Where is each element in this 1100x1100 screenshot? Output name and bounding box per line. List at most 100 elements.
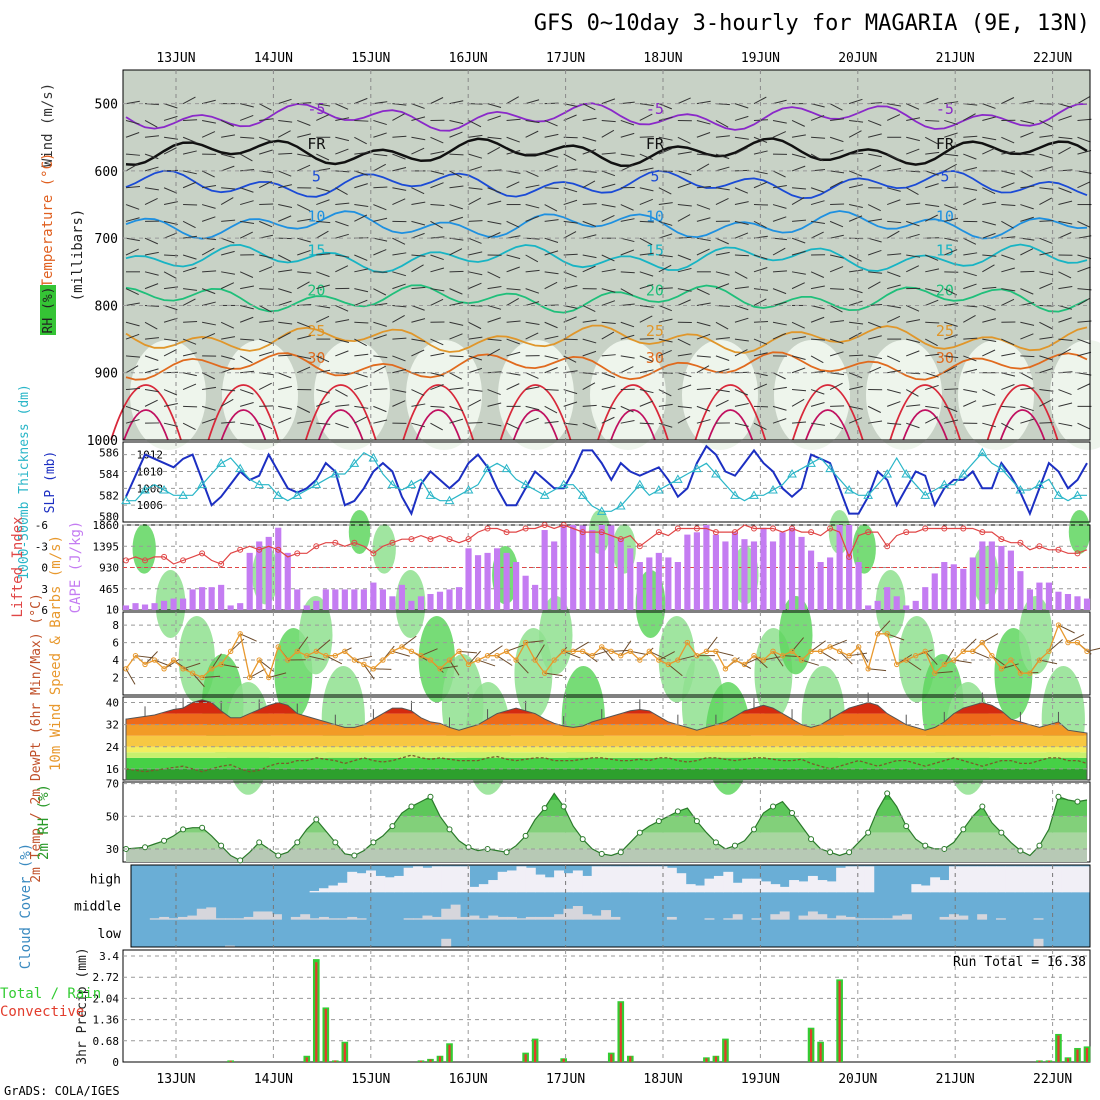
wind-barb [544, 237, 559, 243]
wind-barb-10m [373, 668, 392, 670]
cape-bar [1017, 571, 1024, 610]
wind-barb [925, 384, 939, 391]
wind-point [151, 657, 158, 663]
rh-point [389, 823, 396, 830]
cloud-cell-middle [516, 918, 527, 920]
wind-barb-10m [953, 659, 972, 664]
wind-barb [163, 220, 178, 226]
wind-barb [639, 369, 654, 374]
wind-barb [201, 405, 216, 411]
wind-barb [1020, 119, 1035, 125]
wind-barb [772, 386, 787, 391]
wind-barb [810, 200, 825, 206]
precip-conv-bar [1047, 1060, 1051, 1062]
wind-tick: 2 [112, 672, 119, 685]
wind-barb [1039, 355, 1053, 361]
wind-barb [163, 103, 178, 109]
wind-barb [982, 349, 996, 357]
cloud-cell-high [1052, 866, 1063, 893]
wind-barb [240, 285, 255, 290]
wind-barb [354, 204, 369, 207]
wind-barb [601, 372, 616, 378]
wind-barb-10m [820, 650, 837, 662]
wind-barb [601, 405, 616, 410]
cape-bar [731, 532, 739, 610]
wind-barb [125, 237, 140, 242]
cloud-cell-middle [290, 916, 301, 920]
wind-barb [734, 271, 748, 279]
wind-barb [848, 254, 862, 262]
cape-bar [579, 525, 586, 610]
wind-barb [544, 355, 559, 360]
cloud-cell-high [751, 878, 762, 893]
wind-barb [316, 422, 331, 425]
lifted-point [846, 553, 853, 560]
wind-barb [144, 153, 159, 160]
lifted-point [903, 529, 910, 536]
wind-barb [601, 170, 616, 177]
wind-barb [487, 103, 502, 108]
cape-bar [893, 596, 900, 610]
cape-bar [427, 594, 434, 610]
wind-barb [944, 119, 958, 126]
wind-barb [468, 187, 483, 190]
wind-barb [658, 403, 673, 407]
wind-barb [677, 372, 692, 378]
wind-point [703, 648, 710, 655]
wind-barb [144, 187, 159, 191]
cloud-cell-high [732, 882, 743, 893]
wind-barb [240, 422, 255, 426]
dry-shade [1050, 340, 1100, 450]
wind-barb [715, 153, 730, 160]
wind-barb [810, 316, 825, 323]
wind-barb [944, 186, 959, 189]
wind-barb [544, 153, 559, 158]
cloud-cell-high [854, 866, 865, 893]
wind-barb [220, 165, 235, 172]
cloud-cell-high [1014, 866, 1025, 893]
wind-barb [163, 187, 178, 194]
precip-conv-bar [448, 1044, 451, 1062]
cape-bar [484, 552, 491, 610]
top-date-label: 19JUN [741, 51, 780, 66]
wind-barb [335, 187, 348, 195]
wind-point [180, 666, 186, 672]
wind-barb [582, 136, 597, 142]
wind-barb [411, 103, 425, 109]
thickness-point [596, 506, 607, 515]
wind-barb-10m [268, 672, 287, 679]
wind-barb [1058, 232, 1072, 239]
cloud-cell-middle [798, 915, 809, 920]
cloud-cell-high [460, 866, 470, 893]
precip-panel: 00.681.362.042.723.4 Run Total = 16.383hr… [0, 947, 1091, 1069]
cloud-cell-middle [958, 915, 969, 920]
wind-barb [278, 184, 292, 189]
wind-barb [392, 304, 407, 308]
wind-barb [373, 237, 388, 242]
wind-point [132, 652, 139, 659]
wind-point [323, 652, 329, 659]
lifted-point [750, 525, 757, 532]
cloud-cell-high [1033, 866, 1044, 893]
cloud-cell-middle [826, 918, 837, 920]
lifted-point [1017, 539, 1024, 546]
wind-barb [582, 382, 596, 390]
wind-barb [259, 266, 273, 273]
cloud-cell-middle [572, 906, 583, 920]
cloud-cell-high [450, 866, 461, 893]
bottom-date-label: 15JUN [351, 1072, 390, 1087]
wind-barb-10m [877, 620, 891, 635]
wind-barb [639, 103, 654, 107]
wind-point [361, 661, 367, 668]
wind-point [646, 648, 653, 655]
cape-bar [246, 552, 253, 610]
wind-point [618, 652, 624, 659]
isotherm-20 [125, 284, 1088, 314]
lifted-point [408, 536, 415, 543]
wind-barb-10m [315, 639, 331, 652]
cape-bar [351, 589, 358, 610]
wind-barb [887, 220, 902, 224]
bottom-date-label: 20JUN [838, 1072, 877, 1087]
